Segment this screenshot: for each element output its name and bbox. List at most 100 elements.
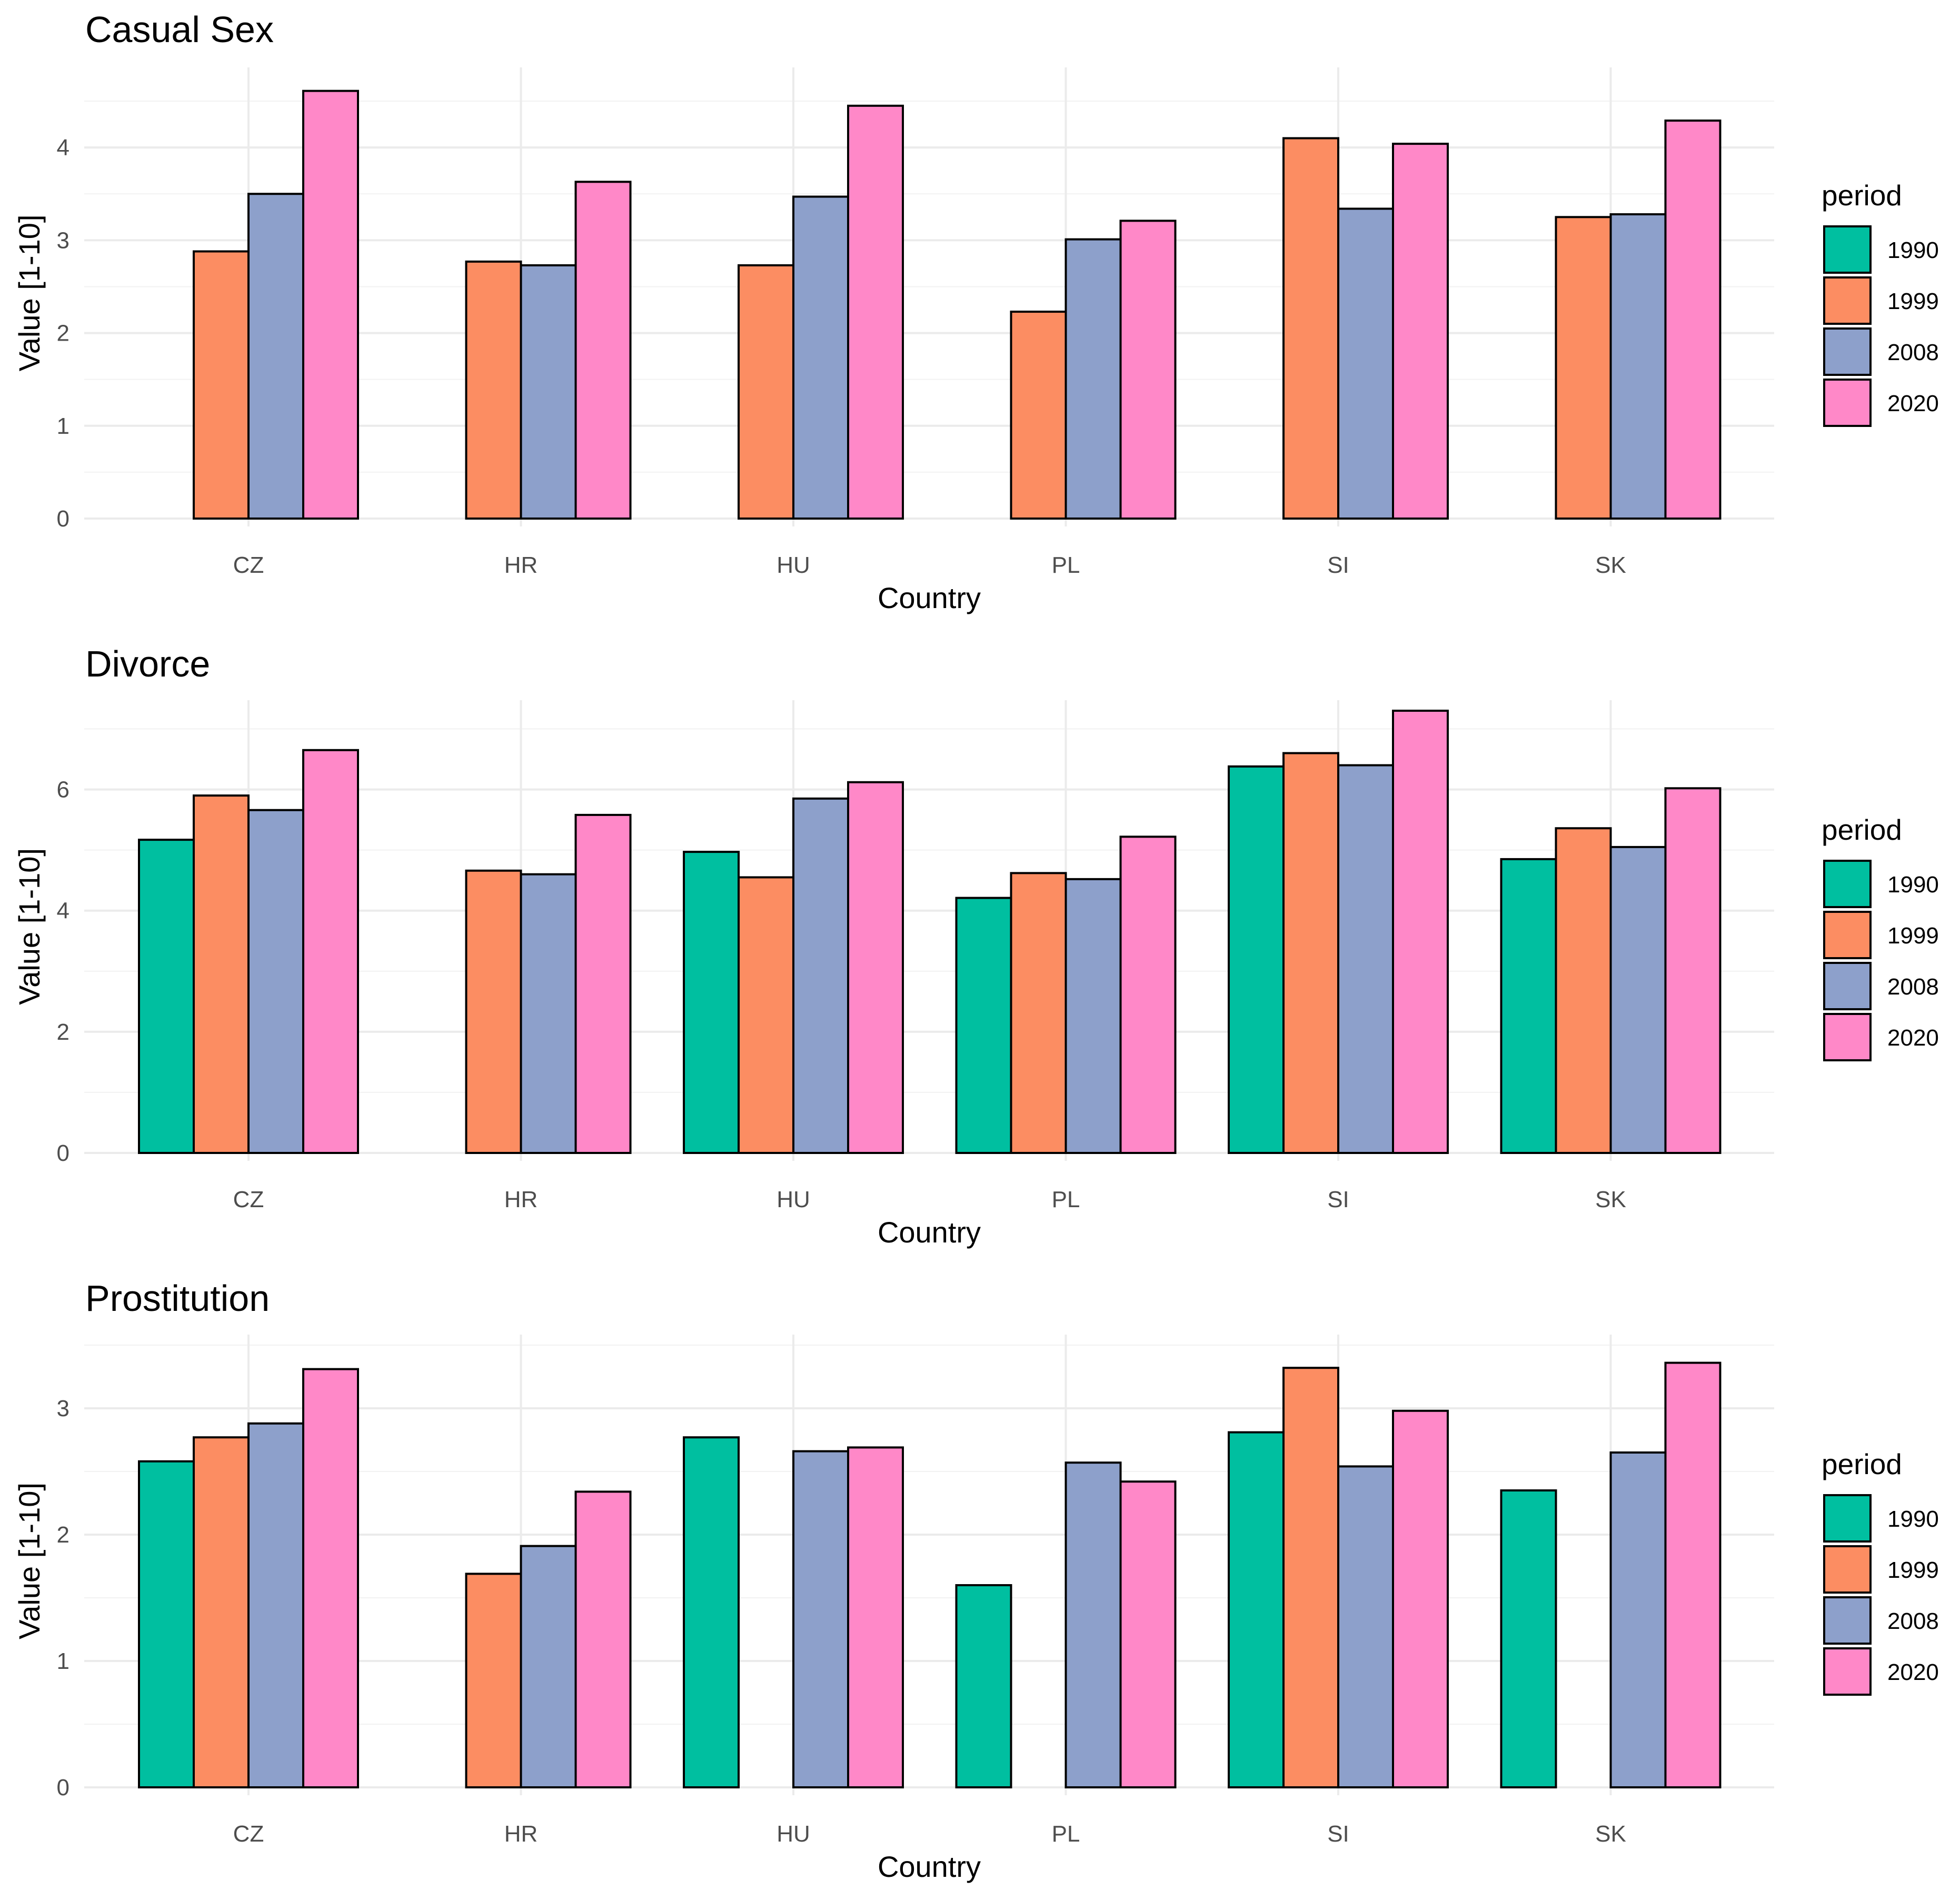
y-tick-label: 4 [57, 135, 69, 161]
x-tick-label: SI [1327, 1821, 1349, 1847]
bar-1999-SI [1282, 1367, 1339, 1788]
bar-1990-CZ [138, 839, 195, 1155]
bar-1990-SI [1228, 1431, 1285, 1789]
legend-key-1990 [1823, 1494, 1872, 1543]
legend-key-1999 [1823, 1545, 1872, 1594]
chart-title: Prostitution [85, 1278, 270, 1319]
bar-2008-HR [520, 264, 577, 520]
legend-key-1999 [1823, 276, 1872, 325]
y-axis-title: Value [1-10] [13, 848, 46, 1005]
x-axis-title: Country [878, 1216, 981, 1249]
legend-key-1990 [1823, 860, 1872, 908]
bar-2020-SK [1664, 1361, 1722, 1789]
y-tick-label: 6 [57, 777, 69, 803]
legend: period 1990 1999 2008 2020 [1822, 813, 1939, 1061]
bar-1999-CZ [193, 794, 250, 1155]
bar-2008-SI [1337, 764, 1394, 1154]
bar-2020-SI [1392, 1409, 1449, 1789]
bar-2020-HU [847, 781, 904, 1154]
bar-2020-HU [847, 104, 904, 520]
legend-key-2008 [1823, 327, 1872, 376]
chart-title: Casual Sex [85, 9, 274, 50]
bar-1999-HU [738, 876, 794, 1154]
legend: period 1990 1999 2008 2020 [1822, 179, 1939, 427]
legend-label: 2008 [1887, 974, 1939, 1000]
y-tick-label: 3 [57, 1396, 69, 1421]
x-tick-label: HR [504, 1821, 538, 1847]
bar-2020-PL [1119, 835, 1177, 1154]
legend-key-2020 [1823, 379, 1872, 427]
chart-panel-3: Prostitution 0 1 2 3 Value [1-10] CZ HR HU PL SI SK… [13, 1278, 1939, 1883]
legend-label: 1999 [1887, 289, 1939, 314]
x-tick-label: CZ [233, 1821, 264, 1847]
chart-title: Divorce [85, 643, 210, 684]
bar-2020-SI [1392, 710, 1449, 1154]
bar-1999-SI [1282, 137, 1339, 520]
x-tick-label: PL [1052, 1187, 1080, 1212]
bar-2008-SK [1609, 213, 1667, 520]
bar-1990-HU [683, 851, 740, 1154]
x-tick-label: CZ [233, 552, 264, 578]
bar-1999-PL [1010, 311, 1067, 520]
bar-2008-HU [792, 1450, 849, 1789]
x-tick-label: PL [1052, 1821, 1080, 1847]
bar-2020-HR [574, 181, 632, 520]
bar-2008-SK [1609, 845, 1667, 1154]
bar-2008-SI [1337, 1465, 1394, 1788]
y-tick-label: 1 [57, 1648, 69, 1674]
legend-key-1990 [1823, 225, 1872, 274]
x-tick-label: PL [1052, 552, 1080, 578]
x-tick-label: HR [504, 552, 538, 578]
legend-key-2008 [1823, 1596, 1872, 1645]
legend-label: 1990 [1887, 872, 1939, 898]
legend: period 1990 1999 2008 2020 [1822, 1448, 1939, 1696]
legend-label: 2008 [1887, 1608, 1939, 1634]
bar-1990-PL [955, 897, 1012, 1154]
bar-1990-HU [683, 1436, 740, 1788]
bar-1999-SI [1282, 752, 1339, 1154]
legend-key-2020 [1823, 1013, 1872, 1061]
bar-1999-CZ [193, 1436, 250, 1788]
bar-2008-SI [1337, 207, 1394, 520]
bar-1990-CZ [138, 1460, 195, 1789]
y-tick-label: 4 [57, 898, 69, 924]
x-tick-label: SK [1595, 552, 1626, 578]
bar-1990-SI [1228, 765, 1285, 1154]
y-tick-label: 2 [57, 321, 69, 346]
bar-2020-SK [1664, 120, 1722, 520]
bar-1999-HR [465, 1573, 522, 1788]
bar-2020-CZ [302, 749, 359, 1155]
bar-2008-CZ [247, 1422, 304, 1789]
legend-key-2020 [1823, 1647, 1872, 1696]
bar-1999-HU [738, 264, 794, 520]
legend-key-1999 [1823, 911, 1872, 959]
x-tick-label: HU [777, 1821, 810, 1847]
bar-1990-PL [955, 1584, 1012, 1788]
bar-2020-SK [1664, 787, 1722, 1155]
x-tick-label: SI [1327, 552, 1349, 578]
bar-1999-HR [465, 869, 522, 1154]
legend-label: 2020 [1887, 391, 1939, 416]
legend-label: 2020 [1887, 1659, 1939, 1685]
y-tick-label: 0 [57, 1140, 69, 1166]
chart-panel-1: Casual Sex 0 1 2 3 4 Value [1-10] CZ HR HU PL SI SK C… [13, 9, 1939, 614]
x-tick-label: SI [1327, 1187, 1349, 1212]
bar-2008-HU [792, 797, 849, 1155]
bar-2020-HR [574, 1490, 632, 1788]
x-tick-label: HU [777, 552, 810, 578]
bar-2020-PL [1119, 220, 1177, 520]
bar-2008-CZ [247, 193, 304, 520]
legend-title: period [1822, 1448, 1902, 1480]
bar-2020-CZ [302, 1368, 359, 1789]
bar-2020-HR [574, 813, 632, 1155]
x-tick-label: HR [504, 1187, 538, 1212]
legend-title: period [1822, 179, 1902, 212]
bar-2020-CZ [302, 89, 359, 520]
legend-label: 1999 [1887, 923, 1939, 949]
bar-1999-SK [1555, 216, 1612, 520]
bar-1999-PL [1010, 872, 1067, 1154]
y-tick-label: 0 [57, 506, 69, 532]
x-tick-label: SK [1595, 1821, 1626, 1847]
x-tick-label: SK [1595, 1187, 1626, 1212]
